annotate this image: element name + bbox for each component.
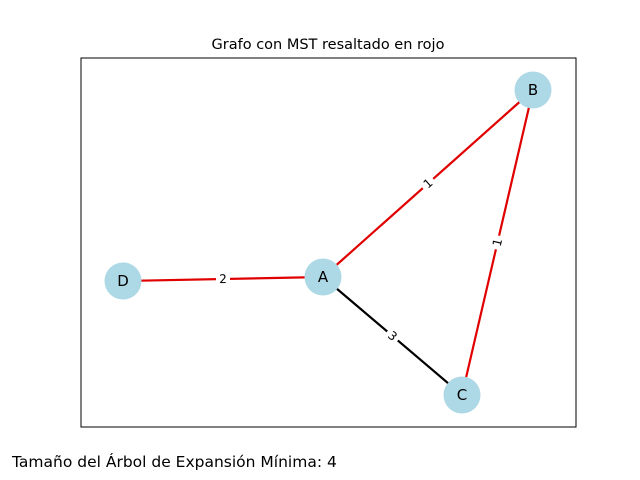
edge-label-background xyxy=(215,270,231,288)
nodes-layer: A B C D xyxy=(104,71,552,414)
node-label-B: B xyxy=(528,81,538,99)
plot-frame xyxy=(80,57,577,428)
edge-label-background xyxy=(417,172,439,195)
mst-size-text: Tamaño del Árbol de Expansión Mínima: 4 xyxy=(12,453,337,471)
node-A xyxy=(304,258,342,296)
edge-weight-label: 2 xyxy=(215,270,231,288)
node-B xyxy=(514,71,552,109)
node-D xyxy=(104,262,142,300)
edge-weight-label: 3 xyxy=(381,325,404,347)
edge-weight-text: 1 xyxy=(490,237,505,248)
edge-weight-text: 2 xyxy=(219,272,227,286)
graph-diagram: Grafo con MST resaltado en rojo 1 1 2 3 A B C… xyxy=(80,37,577,428)
node-label-D: D xyxy=(117,272,129,290)
edge-weight-label: 1 xyxy=(488,233,507,252)
edge-label-background xyxy=(488,233,507,252)
node-C xyxy=(443,376,481,414)
edge-label-background xyxy=(381,325,404,347)
edges-layer: 1 1 2 3 xyxy=(121,88,535,397)
diagram-title: Grafo con MST resaltado en rojo xyxy=(212,37,445,53)
node-label-C: C xyxy=(457,386,467,404)
node-label-A: A xyxy=(318,268,329,286)
edge-weight-label: 1 xyxy=(417,172,439,195)
